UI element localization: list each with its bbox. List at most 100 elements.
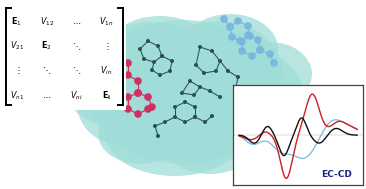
Text: $\mathbf{E_i}$: $\mathbf{E_i}$ xyxy=(102,90,111,102)
Circle shape xyxy=(256,46,264,54)
Circle shape xyxy=(124,71,132,79)
Circle shape xyxy=(144,105,152,113)
Circle shape xyxy=(156,44,160,48)
Ellipse shape xyxy=(160,104,260,174)
Circle shape xyxy=(124,93,132,101)
Circle shape xyxy=(153,124,157,128)
Circle shape xyxy=(150,68,154,72)
Circle shape xyxy=(236,75,240,79)
Text: $V_{21}$: $V_{21}$ xyxy=(10,40,24,52)
Text: $\cdots$: $\cdots$ xyxy=(72,17,81,26)
Circle shape xyxy=(270,59,278,67)
Ellipse shape xyxy=(228,42,312,106)
Circle shape xyxy=(208,89,212,93)
Circle shape xyxy=(114,75,122,83)
Ellipse shape xyxy=(67,54,143,124)
Circle shape xyxy=(270,105,274,109)
Circle shape xyxy=(124,105,132,113)
Circle shape xyxy=(266,50,274,58)
Ellipse shape xyxy=(85,22,215,126)
Circle shape xyxy=(203,120,207,124)
Circle shape xyxy=(234,85,238,89)
Circle shape xyxy=(244,22,252,30)
Circle shape xyxy=(226,23,234,31)
Circle shape xyxy=(220,15,228,23)
Text: $V_{1n}$: $V_{1n}$ xyxy=(99,15,113,28)
Circle shape xyxy=(84,82,92,90)
Circle shape xyxy=(198,85,202,89)
Circle shape xyxy=(218,95,222,99)
Text: $\vdots$: $\vdots$ xyxy=(14,65,20,76)
Circle shape xyxy=(198,45,202,49)
Circle shape xyxy=(173,105,177,109)
Circle shape xyxy=(202,71,206,75)
Circle shape xyxy=(114,75,122,83)
Circle shape xyxy=(254,36,262,44)
Circle shape xyxy=(226,69,230,73)
Text: $\vdots$: $\vdots$ xyxy=(103,41,109,52)
Circle shape xyxy=(193,115,197,119)
Text: $\ddots$: $\ddots$ xyxy=(42,65,51,76)
Text: $\ddots$: $\ddots$ xyxy=(72,65,81,76)
Circle shape xyxy=(276,90,280,94)
Text: EC-CD: EC-CD xyxy=(321,170,352,179)
Circle shape xyxy=(156,134,160,138)
Circle shape xyxy=(134,89,142,97)
Circle shape xyxy=(118,52,126,60)
Circle shape xyxy=(160,54,164,58)
Circle shape xyxy=(163,120,167,124)
Circle shape xyxy=(114,87,122,95)
Circle shape xyxy=(194,63,198,67)
Circle shape xyxy=(238,47,246,55)
Circle shape xyxy=(142,57,146,61)
Text: $\cdots$: $\cdots$ xyxy=(42,91,51,100)
Circle shape xyxy=(228,33,236,41)
Circle shape xyxy=(94,89,102,97)
Circle shape xyxy=(236,37,244,45)
Ellipse shape xyxy=(77,62,173,146)
Circle shape xyxy=(260,101,264,105)
Circle shape xyxy=(180,91,184,95)
Circle shape xyxy=(278,100,282,104)
Circle shape xyxy=(104,93,112,101)
Ellipse shape xyxy=(88,20,278,164)
Circle shape xyxy=(183,100,187,104)
Circle shape xyxy=(246,32,254,40)
Circle shape xyxy=(226,23,234,31)
Text: $\ddots$: $\ddots$ xyxy=(72,41,81,52)
Circle shape xyxy=(256,46,264,54)
Circle shape xyxy=(248,52,256,60)
Circle shape xyxy=(134,110,142,118)
Ellipse shape xyxy=(105,92,245,176)
Ellipse shape xyxy=(158,21,282,121)
Text: $\mathbf{E}_2$: $\mathbf{E}_2$ xyxy=(41,40,52,52)
Circle shape xyxy=(148,103,156,111)
Ellipse shape xyxy=(98,104,182,164)
Circle shape xyxy=(210,49,214,53)
Circle shape xyxy=(238,38,246,46)
Circle shape xyxy=(266,85,270,89)
Circle shape xyxy=(79,92,87,100)
Circle shape xyxy=(158,73,162,77)
Circle shape xyxy=(168,69,172,73)
Circle shape xyxy=(102,71,110,79)
Circle shape xyxy=(170,59,174,63)
Circle shape xyxy=(210,114,214,118)
Circle shape xyxy=(288,103,292,107)
Text: $\mathbf{E}_1$: $\mathbf{E}_1$ xyxy=(11,15,22,28)
Circle shape xyxy=(193,105,197,109)
Text: $V_{ni}$: $V_{ni}$ xyxy=(70,90,83,102)
Circle shape xyxy=(124,59,132,67)
Text: $V_{in}$: $V_{in}$ xyxy=(100,64,112,77)
Circle shape xyxy=(188,79,192,83)
Circle shape xyxy=(146,39,150,43)
Circle shape xyxy=(218,59,222,63)
Ellipse shape xyxy=(105,16,215,92)
Circle shape xyxy=(193,115,197,119)
Circle shape xyxy=(173,115,177,119)
Ellipse shape xyxy=(198,51,302,131)
Circle shape xyxy=(278,100,282,104)
Circle shape xyxy=(134,89,142,97)
Circle shape xyxy=(160,54,164,58)
Text: $V_{n1}$: $V_{n1}$ xyxy=(10,90,24,102)
